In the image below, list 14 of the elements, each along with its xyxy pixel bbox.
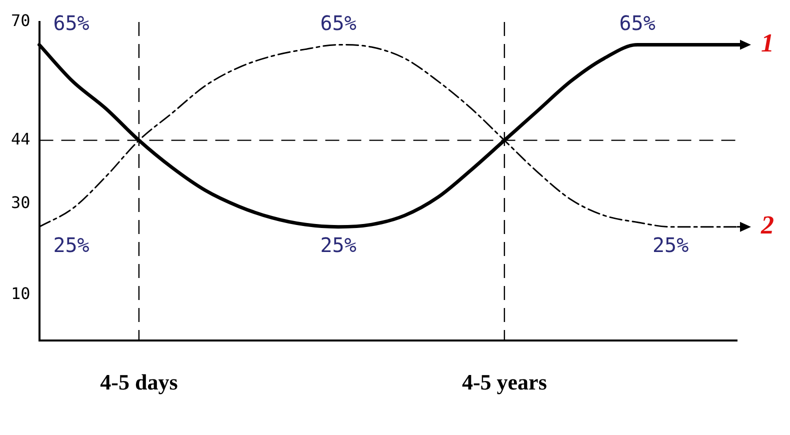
data-label: 25%	[652, 233, 689, 258]
y-tick-label: 10	[11, 284, 30, 304]
x-tick-label: 4-5 days	[100, 369, 178, 394]
data-label: 25%	[53, 233, 90, 258]
y-tick-label: 44	[11, 129, 30, 148]
data-label: 65%	[619, 10, 656, 35]
legend-label: 1	[761, 28, 774, 58]
x-tick-label: 4-5 years	[462, 369, 548, 394]
data-label: 65%	[53, 10, 90, 35]
y-tick-label: 30	[11, 193, 30, 212]
data-label: 65%	[320, 10, 356, 35]
data-label: 25%	[320, 233, 356, 258]
legend-label: 2	[760, 210, 774, 240]
y-tick-label: 70	[11, 11, 30, 30]
